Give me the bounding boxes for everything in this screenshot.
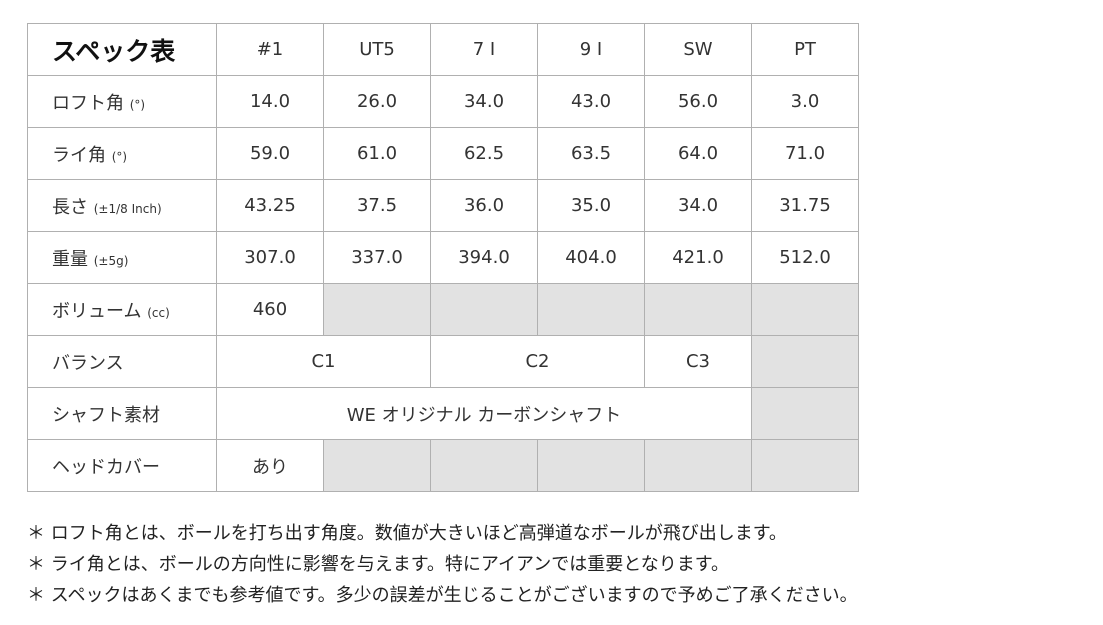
row-label: 長さ (±1/8 Inch) — [27, 179, 217, 232]
cell: 61.0 — [323, 127, 431, 180]
row-unit: (±1/8 Inch) — [93, 201, 162, 216]
col-header: UT5 — [323, 23, 431, 76]
cell: 63.5 — [537, 127, 645, 180]
cell: 307.0 — [216, 231, 324, 284]
cell: 512.0 — [751, 231, 859, 284]
table-row-balance: バランス C1 C2 C3 — [27, 335, 859, 388]
table-row-lie: ライ角 (°) 59.0 61.0 62.5 63.5 64.0 71.0 — [27, 127, 859, 180]
empty-cell — [751, 335, 859, 388]
row-unit: (°) — [129, 97, 146, 112]
cell: 37.5 — [323, 179, 431, 232]
row-label-text: ロフト角 — [52, 92, 124, 114]
cell: WE オリジナル カーボンシャフト — [216, 387, 752, 440]
note: ＊ ロフト角とは、ボールを打ち出す角度。数値が大きいほど高弾道なボールが飛び出し… — [27, 523, 787, 544]
cell: 3.0 — [751, 75, 859, 128]
cell: 36.0 — [430, 179, 538, 232]
empty-cell — [644, 283, 752, 336]
cell: 35.0 — [537, 179, 645, 232]
table-title: スペック表 — [27, 23, 217, 76]
empty-cell — [537, 439, 645, 492]
note: ＊ スペックはあくまでも参考値です。多少の誤差が生じることがございますので予めご… — [27, 585, 858, 606]
empty-cell — [644, 439, 752, 492]
row-label-text: 重量 — [52, 248, 88, 270]
empty-cell — [323, 439, 431, 492]
row-label: ヘッドカバー — [27, 439, 217, 492]
row-label: 重量 (±5g) — [27, 231, 217, 284]
cell: 14.0 — [216, 75, 324, 128]
row-unit: (cc) — [147, 305, 170, 320]
cell: 34.0 — [430, 75, 538, 128]
cell: C3 — [644, 335, 752, 388]
note: ＊ ライ角とは、ボールの方向性に影響を与えます。特にアイアンでは重要となります。 — [27, 554, 729, 575]
row-label: バランス — [27, 335, 217, 388]
header-row: スペック表 #1 UT5 7 I 9 I SW PT — [27, 23, 859, 76]
cell: 337.0 — [323, 231, 431, 284]
table-row-volume: ボリューム (cc) 460 — [27, 283, 859, 336]
cell: あり — [216, 439, 324, 492]
empty-cell — [323, 283, 431, 336]
row-label: ボリューム (cc) — [27, 283, 217, 336]
notes: ＊ ロフト角とは、ボールを打ち出す角度。数値が大きいほど高弾道なボールが飛び出し… — [27, 518, 858, 611]
col-header: #1 — [216, 23, 324, 76]
row-unit: (°) — [111, 149, 128, 164]
cell: 62.5 — [430, 127, 538, 180]
cell: 421.0 — [644, 231, 752, 284]
empty-cell — [751, 283, 859, 336]
empty-cell — [537, 283, 645, 336]
row-label: ライ角 (°) — [27, 127, 217, 180]
cell: C1 — [216, 335, 431, 388]
row-label-text: ボリューム — [52, 300, 142, 322]
cell: 34.0 — [644, 179, 752, 232]
spec-table: スペック表 #1 UT5 7 I 9 I SW PT ロフト角 (°) 14.0… — [27, 23, 859, 492]
empty-cell — [751, 439, 859, 492]
cell: 59.0 — [216, 127, 324, 180]
empty-cell — [430, 439, 538, 492]
cell: 43.0 — [537, 75, 645, 128]
cell: 43.25 — [216, 179, 324, 232]
col-header: 7 I — [430, 23, 538, 76]
row-label: シャフト素材 — [27, 387, 217, 440]
cell: 394.0 — [430, 231, 538, 284]
empty-cell — [430, 283, 538, 336]
row-unit: (±5g) — [93, 253, 129, 268]
row-label-text: ライ角 — [52, 144, 106, 166]
cell: 71.0 — [751, 127, 859, 180]
col-header: PT — [751, 23, 859, 76]
table-row-length: 長さ (±1/8 Inch) 43.25 37.5 36.0 35.0 34.0… — [27, 179, 859, 232]
cell: 404.0 — [537, 231, 645, 284]
table-row-headcover: ヘッドカバー あり — [27, 439, 859, 492]
col-header: SW — [644, 23, 752, 76]
row-label-text: 長さ — [52, 196, 88, 218]
cell: 26.0 — [323, 75, 431, 128]
cell: C2 — [430, 335, 645, 388]
table-row-shaft: シャフト素材 WE オリジナル カーボンシャフト — [27, 387, 859, 440]
cell: 460 — [216, 283, 324, 336]
cell: 56.0 — [644, 75, 752, 128]
table-row-weight: 重量 (±5g) 307.0 337.0 394.0 404.0 421.0 5… — [27, 231, 859, 284]
col-header: 9 I — [537, 23, 645, 76]
table-row-loft: ロフト角 (°) 14.0 26.0 34.0 43.0 56.0 3.0 — [27, 75, 859, 128]
cell: 31.75 — [751, 179, 859, 232]
empty-cell — [751, 387, 859, 440]
row-label: ロフト角 (°) — [27, 75, 217, 128]
cell: 64.0 — [644, 127, 752, 180]
